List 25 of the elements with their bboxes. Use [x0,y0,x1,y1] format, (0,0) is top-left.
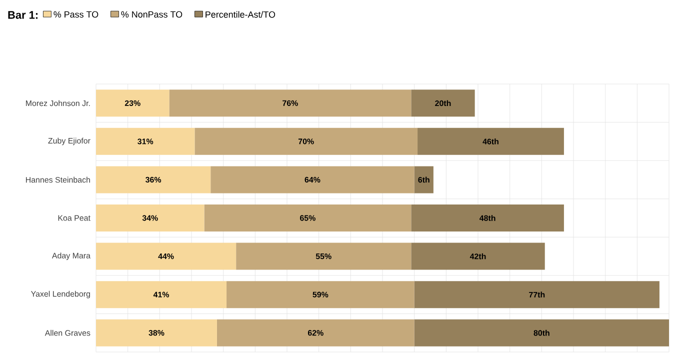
bar [96,90,170,117]
legend-title: Bar 1: [8,11,38,19]
bar [418,128,564,155]
bar [411,204,564,232]
bar [96,166,211,194]
bar [169,90,412,117]
bar [414,281,660,308]
bar [411,242,545,270]
bar [210,166,414,194]
bar [236,242,412,270]
legend-label: % NonPass TO [121,11,182,18]
bar [414,319,670,346]
bar [194,128,418,155]
bar [204,204,412,232]
bar [411,90,475,117]
bar [96,319,217,346]
bar [96,242,236,270]
bar [96,204,204,232]
legend-label: Percentile-Ast/TO [206,11,276,18]
bar [414,166,434,194]
bar [216,319,414,346]
bar [226,281,414,308]
legend-label: % Pass TO [54,11,98,18]
bar [96,128,195,155]
bar [96,281,227,308]
